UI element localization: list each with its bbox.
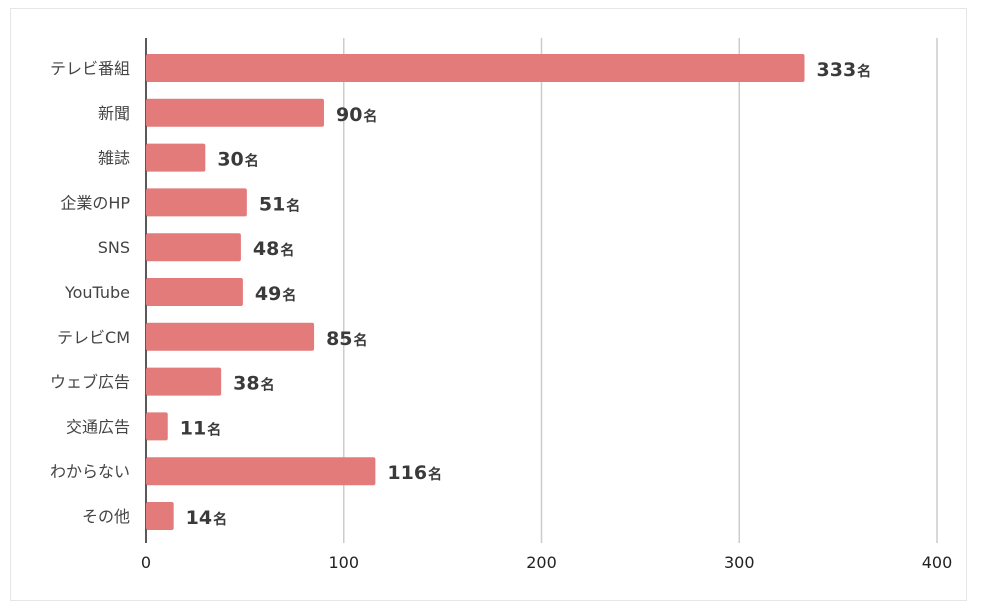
data-label-value: 51 <box>259 193 285 215</box>
category-label: テレビCM <box>57 328 130 347</box>
x-tick-label: 300 <box>724 553 755 572</box>
data-label-value: 90 <box>336 104 362 126</box>
x-tick-label: 100 <box>328 553 359 572</box>
category-label: YouTube <box>64 283 130 302</box>
data-label-value: 11 <box>180 417 206 439</box>
bar <box>146 188 247 217</box>
data-label-value: 38 <box>233 373 259 395</box>
bar <box>146 54 805 82</box>
data-label-value: 333 <box>817 59 857 81</box>
category-label: 企業のHP <box>60 193 130 212</box>
data-label-value: 49 <box>255 283 281 305</box>
data-label: 49名 <box>255 283 296 305</box>
bar <box>146 367 222 396</box>
bar <box>146 98 324 127</box>
x-tick-label: 400 <box>922 553 953 572</box>
data-label: 85名 <box>326 328 367 350</box>
x-tick-label: 200 <box>526 553 557 572</box>
category-label: その他 <box>82 507 130 526</box>
data-label-unit: 名 <box>282 287 296 304</box>
data-label: 38名 <box>233 373 274 395</box>
data-label: 48名 <box>253 238 294 260</box>
data-label-unit: 名 <box>354 332 368 349</box>
data-label-unit: 名 <box>280 242 294 259</box>
bar <box>146 412 168 441</box>
data-label-value: 48 <box>253 238 279 260</box>
data-label-unit: 名 <box>857 63 871 80</box>
bar <box>146 457 376 486</box>
category-label: わからない <box>50 462 130 481</box>
data-label-value: 116 <box>387 462 427 484</box>
category-label: SNS <box>98 238 130 257</box>
category-label: ウェブ広告 <box>50 373 130 392</box>
data-label-unit: 名 <box>286 197 300 214</box>
category-label: テレビ番組 <box>50 59 130 78</box>
data-label-unit: 名 <box>363 108 377 125</box>
data-label-unit: 名 <box>428 466 442 483</box>
data-label: 333名 <box>817 59 872 81</box>
bars <box>146 54 805 530</box>
category-label: 交通広告 <box>66 417 130 436</box>
data-label: 14名 <box>186 507 227 529</box>
x-tick-label: 0 <box>141 553 151 572</box>
data-label: 30名 <box>217 149 258 171</box>
bar <box>146 143 206 172</box>
data-label: 51名 <box>259 193 300 215</box>
category-label: 雑誌 <box>98 149 130 168</box>
bar <box>146 278 243 306</box>
bar <box>146 233 241 262</box>
bar <box>146 322 315 351</box>
data-label: 116名 <box>387 462 442 484</box>
data-label-value: 14 <box>186 507 212 529</box>
data-label: 90名 <box>336 104 377 126</box>
bar <box>146 502 174 530</box>
category-label: 新聞 <box>98 104 130 123</box>
data-label-unit: 名 <box>207 421 221 438</box>
data-label-unit: 名 <box>245 153 259 170</box>
data-label: 11名 <box>180 417 221 439</box>
data-label-unit: 名 <box>213 511 227 528</box>
data-label-value: 85 <box>326 328 352 350</box>
data-label-unit: 名 <box>261 377 275 394</box>
data-label-value: 30 <box>217 149 243 171</box>
